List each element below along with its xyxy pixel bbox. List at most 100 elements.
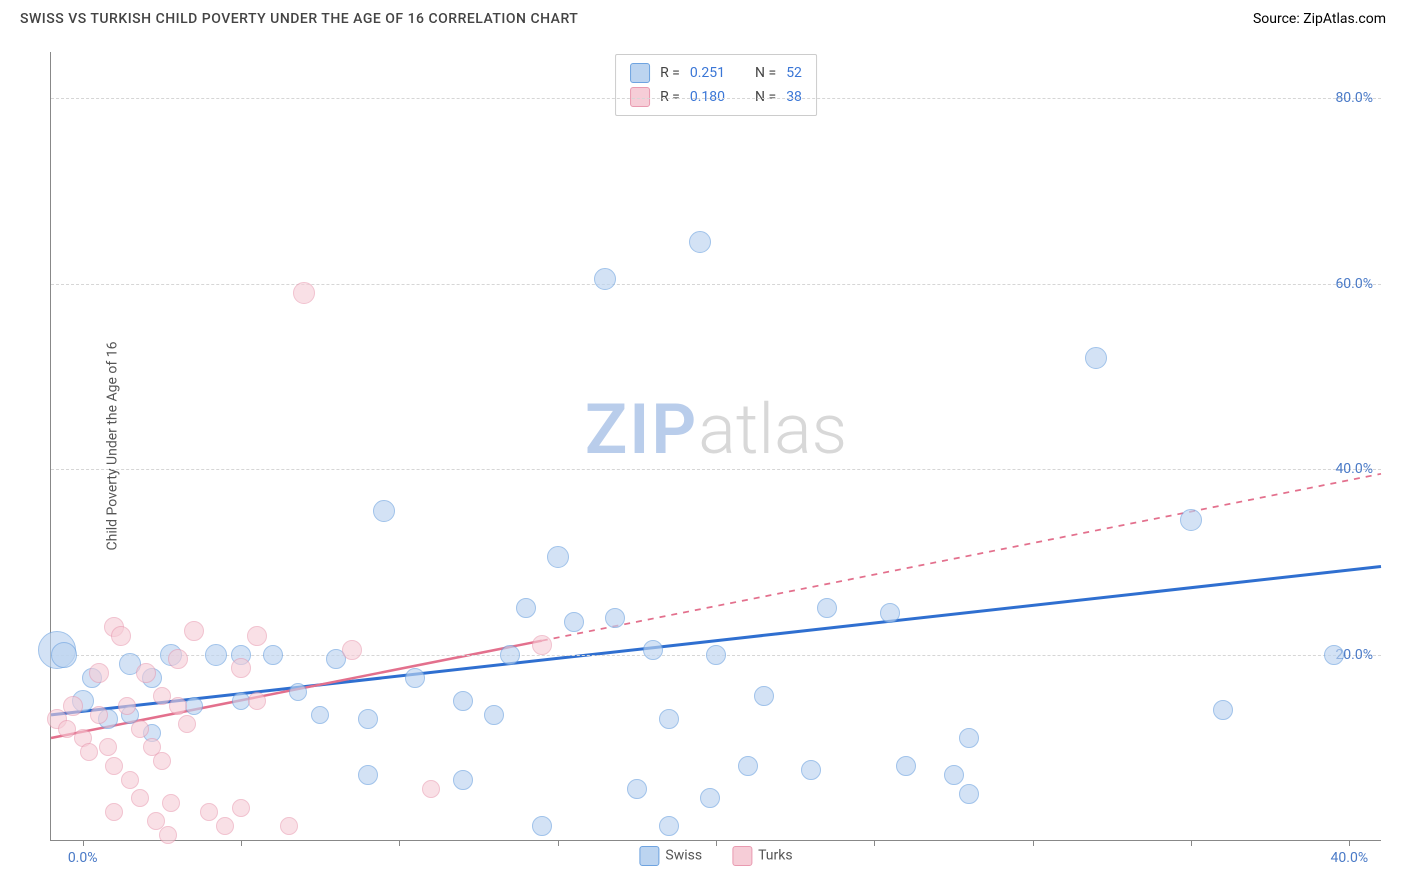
data-point [405,668,425,688]
legend-r-value: 0.180 [690,89,725,105]
source-attribution: Source: ZipAtlas.com [1253,11,1386,27]
x-tick-mark [558,840,559,846]
legend-r-value: 0.251 [690,65,725,81]
data-point [659,709,679,729]
data-point [248,692,266,710]
plot-area: ZIPatlas R =0.251N =52R =0.180N =38 Swis… [50,52,1381,841]
legend-n-value: 52 [786,65,802,81]
data-point [944,765,964,785]
data-point [153,752,171,770]
data-point [178,715,196,733]
data-point [373,500,395,522]
data-point [280,817,298,835]
data-point [136,663,156,683]
data-point [80,743,98,761]
data-point [185,697,203,715]
legend-label: Turks [758,848,793,864]
data-point [247,626,267,646]
legend-n-value: 38 [786,89,802,105]
data-point [289,683,307,701]
data-point [594,268,616,290]
watermark: ZIPatlas [585,389,847,471]
series-legend: Swiss Turks [639,846,792,866]
trend-line [542,474,1381,641]
data-point [358,709,378,729]
watermark-atlas: atlas [698,389,847,471]
gridline-h [51,284,1381,285]
data-point [500,645,520,665]
data-point [1085,347,1107,369]
data-point [89,663,109,683]
legend-r-label: R = [660,65,680,81]
data-point [263,645,283,665]
gridline-h [51,98,1381,99]
data-point [293,282,315,304]
data-point [532,635,552,655]
x-tick-mark [1033,840,1034,846]
legend-row: R =0.251N =52 [630,61,802,85]
data-point [168,649,188,669]
x-tick-mark [874,840,875,846]
data-point [216,817,234,835]
data-point [121,771,139,789]
x-tick-mark [1191,840,1192,846]
data-point [232,799,250,817]
legend-swatch [630,87,650,107]
data-point [564,612,584,632]
data-point [700,788,720,808]
data-point [532,816,552,836]
data-point [880,603,900,623]
data-point [118,697,136,715]
data-point [659,816,679,836]
data-point [896,756,916,776]
x-tick-mark [241,840,242,846]
legend-item: Turks [732,846,793,866]
x-tick-mark [83,840,84,846]
legend-row: R =0.180N =38 [630,85,802,109]
legend-label: Swiss [665,848,702,864]
data-point [801,760,821,780]
legend-swatch [630,63,650,83]
data-point [63,696,83,716]
x-tick-mark [1349,840,1350,846]
data-point [358,765,378,785]
data-point [754,686,774,706]
data-point [453,691,473,711]
x-tick-mark [716,840,717,846]
data-point [959,728,979,748]
y-tick-label: 40.0% [1335,461,1373,477]
data-point [706,645,726,665]
source-prefix: Source: [1253,11,1303,27]
data-point [131,789,149,807]
correlation-legend: R =0.251N =52R =0.180N =38 [615,54,817,116]
data-point [205,644,227,666]
data-point [738,756,758,776]
data-point [311,706,329,724]
data-point [1213,700,1233,720]
trend-lines-layer [51,52,1381,840]
legend-item: Swiss [639,846,702,866]
watermark-zip: ZIP [585,389,698,471]
data-point [90,706,108,724]
data-point [1324,645,1344,665]
data-point [231,658,251,678]
x-tick-mark [399,840,400,846]
y-tick-label: 80.0% [1335,90,1373,106]
data-point [105,757,123,775]
data-point [643,640,663,660]
data-point [159,826,177,844]
data-point [131,720,149,738]
data-point [342,640,362,660]
data-point [817,598,837,618]
x-tick-label: 40.0% [1331,850,1369,866]
data-point [162,794,180,812]
gridline-h [51,469,1381,470]
data-point [516,598,536,618]
data-point [105,803,123,821]
data-point [547,546,569,568]
data-point [169,697,187,715]
data-point [1180,509,1202,531]
legend-swatch [639,846,659,866]
data-point [99,738,117,756]
chart-title: SWISS VS TURKISH CHILD POVERTY UNDER THE… [20,11,578,27]
